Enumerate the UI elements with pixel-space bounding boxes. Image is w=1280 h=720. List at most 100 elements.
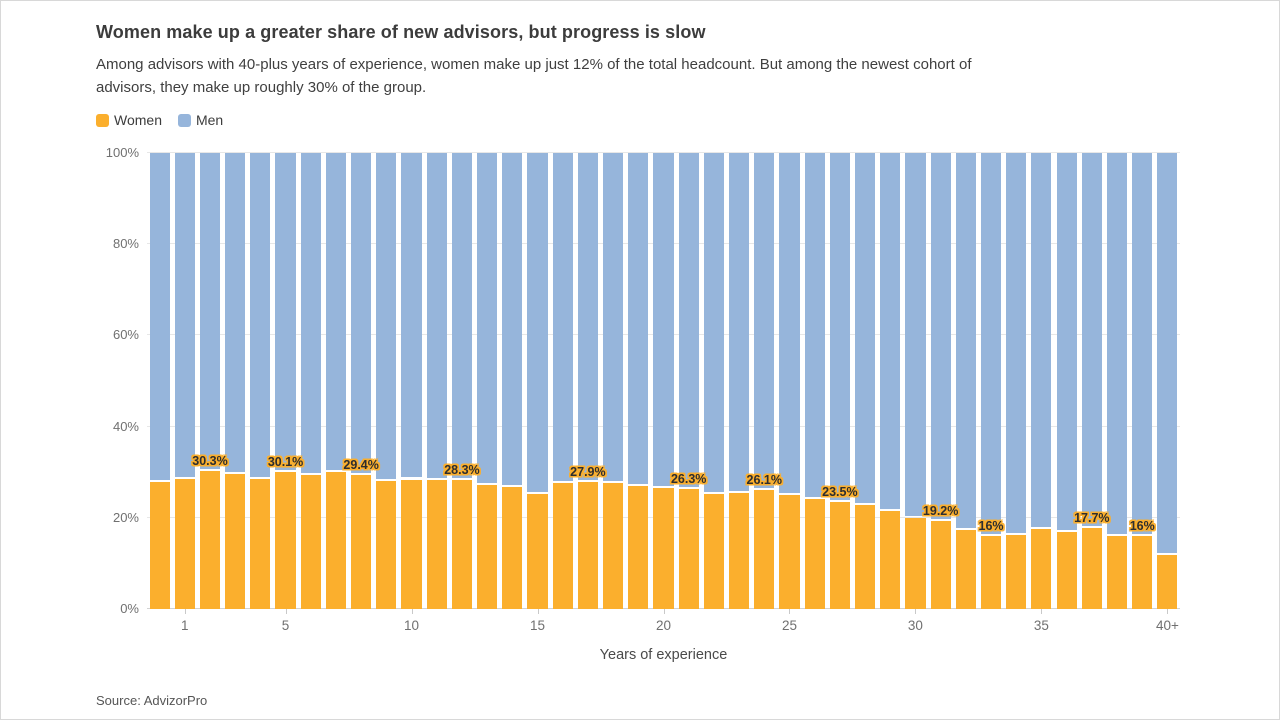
men-segment[interactable] xyxy=(426,153,447,479)
women-segment[interactable] xyxy=(174,479,195,609)
men-segment[interactable] xyxy=(325,153,347,471)
bar-year-0[interactable] xyxy=(149,153,170,609)
bar-year-24[interactable] xyxy=(754,153,775,609)
men-segment[interactable] xyxy=(829,153,850,500)
bar-year-20[interactable] xyxy=(653,153,674,609)
bar-year-32[interactable] xyxy=(955,153,976,609)
women-segment[interactable] xyxy=(325,472,347,609)
bar-year-34[interactable] xyxy=(1006,153,1027,609)
women-segment[interactable] xyxy=(300,475,321,609)
bar-year-12[interactable] xyxy=(451,153,472,609)
men-segment[interactable] xyxy=(779,153,800,494)
women-segment[interactable] xyxy=(955,529,976,609)
men-segment[interactable] xyxy=(1106,153,1128,534)
bar-year-9[interactable] xyxy=(376,153,397,609)
women-segment[interactable] xyxy=(1081,528,1102,609)
men-segment[interactable] xyxy=(980,153,1002,535)
women-segment[interactable] xyxy=(451,479,472,609)
women-segment[interactable] xyxy=(754,489,775,609)
men-segment[interactable] xyxy=(880,153,901,509)
men-segment[interactable] xyxy=(703,153,724,493)
women-segment[interactable] xyxy=(477,484,498,609)
bar-year-1[interactable] xyxy=(174,153,195,609)
women-segment[interactable] xyxy=(678,489,699,609)
bar-year-36[interactable] xyxy=(1056,153,1077,609)
men-segment[interactable] xyxy=(225,153,246,473)
men-segment[interactable] xyxy=(930,153,951,520)
bar-year-15[interactable] xyxy=(527,153,548,609)
women-segment[interactable] xyxy=(653,487,674,609)
bar-year-2[interactable] xyxy=(199,153,221,609)
men-segment[interactable] xyxy=(603,153,624,481)
bar-year-7[interactable] xyxy=(325,153,347,609)
women-segment[interactable] xyxy=(905,518,926,609)
men-segment[interactable] xyxy=(300,153,321,474)
men-segment[interactable] xyxy=(174,153,195,478)
men-segment[interactable] xyxy=(1056,153,1077,531)
women-segment[interactable] xyxy=(1006,534,1027,609)
bar-year-26[interactable] xyxy=(804,153,825,609)
women-segment[interactable] xyxy=(351,474,372,609)
men-segment[interactable] xyxy=(577,153,598,480)
legend-item-men[interactable]: Men xyxy=(177,112,223,128)
women-segment[interactable] xyxy=(401,479,422,609)
bar-year-5[interactable] xyxy=(275,153,296,609)
bar-year-10[interactable] xyxy=(401,153,422,609)
bar-year-23[interactable] xyxy=(729,153,750,609)
women-segment[interactable] xyxy=(829,501,850,609)
men-segment[interactable] xyxy=(653,153,674,486)
women-segment[interactable] xyxy=(502,486,523,609)
women-segment[interactable] xyxy=(729,493,750,609)
men-segment[interactable] xyxy=(376,153,397,479)
women-segment[interactable] xyxy=(149,482,170,609)
bar-year-33[interactable] xyxy=(980,153,1002,609)
women-segment[interactable] xyxy=(250,479,271,609)
women-segment[interactable] xyxy=(854,504,876,609)
bar-year-19[interactable] xyxy=(628,153,649,609)
men-segment[interactable] xyxy=(552,153,573,481)
bar-year-40+[interactable] xyxy=(1157,153,1178,609)
women-segment[interactable] xyxy=(880,510,901,609)
women-segment[interactable] xyxy=(1157,555,1178,609)
bar-year-28[interactable] xyxy=(854,153,876,609)
bar-year-30[interactable] xyxy=(905,153,926,609)
women-segment[interactable] xyxy=(1031,529,1052,609)
women-segment[interactable] xyxy=(628,485,649,609)
men-segment[interactable] xyxy=(477,153,498,483)
women-segment[interactable] xyxy=(225,474,246,609)
men-segment[interactable] xyxy=(678,153,699,488)
men-segment[interactable] xyxy=(804,153,825,498)
bar-year-18[interactable] xyxy=(603,153,624,609)
men-segment[interactable] xyxy=(1081,153,1102,527)
women-segment[interactable] xyxy=(1106,535,1128,609)
bar-year-11[interactable] xyxy=(426,153,447,609)
women-segment[interactable] xyxy=(703,494,724,609)
bar-year-4[interactable] xyxy=(250,153,271,609)
women-segment[interactable] xyxy=(603,482,624,609)
men-segment[interactable] xyxy=(502,153,523,485)
legend-item-women[interactable]: Women xyxy=(96,112,162,128)
bar-year-31[interactable] xyxy=(930,153,951,609)
women-segment[interactable] xyxy=(779,495,800,609)
men-segment[interactable] xyxy=(149,153,170,481)
bar-year-21[interactable] xyxy=(678,153,699,609)
men-segment[interactable] xyxy=(401,153,422,478)
men-segment[interactable] xyxy=(1132,153,1153,535)
women-segment[interactable] xyxy=(199,470,221,609)
bar-year-8[interactable] xyxy=(351,153,372,609)
women-segment[interactable] xyxy=(376,480,397,609)
bar-year-37[interactable] xyxy=(1081,153,1102,609)
women-segment[interactable] xyxy=(527,493,548,609)
men-segment[interactable] xyxy=(1006,153,1027,533)
men-segment[interactable] xyxy=(628,153,649,484)
bar-year-16[interactable] xyxy=(552,153,573,609)
men-segment[interactable] xyxy=(250,153,271,478)
men-segment[interactable] xyxy=(854,153,876,503)
bar-year-29[interactable] xyxy=(880,153,901,609)
men-segment[interactable] xyxy=(905,153,926,517)
men-segment[interactable] xyxy=(754,153,775,488)
bar-year-17[interactable] xyxy=(577,153,598,609)
women-segment[interactable] xyxy=(275,471,296,609)
men-segment[interactable] xyxy=(955,153,976,528)
bar-year-35[interactable] xyxy=(1031,153,1052,609)
